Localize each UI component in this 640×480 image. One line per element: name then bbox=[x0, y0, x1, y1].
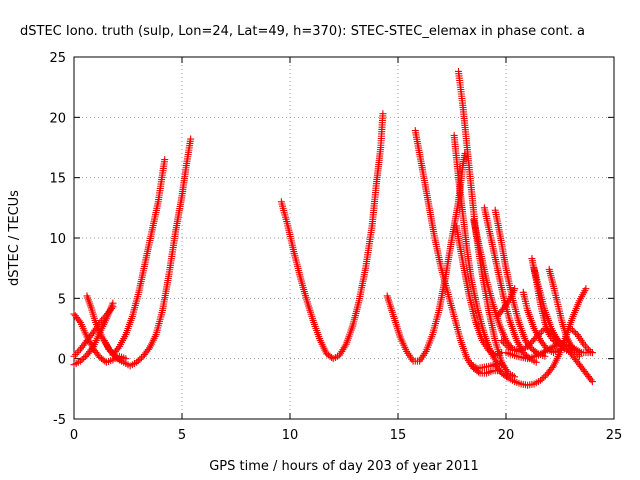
data-point bbox=[498, 337, 506, 345]
y-tick-label: 25 bbox=[49, 51, 66, 66]
data-point bbox=[72, 350, 80, 358]
data-point bbox=[538, 375, 546, 383]
x-tick-label: 20 bbox=[498, 428, 515, 443]
series-8 bbox=[411, 127, 504, 377]
data-point bbox=[570, 328, 578, 336]
data-point bbox=[95, 352, 103, 360]
chart-title: dSTEC Iono. truth (sulp, Lon=24, Lat=49,… bbox=[20, 24, 585, 39]
data-point bbox=[588, 349, 596, 357]
data-point bbox=[80, 354, 88, 362]
data-point bbox=[532, 333, 540, 341]
data-point bbox=[501, 340, 509, 348]
data-point bbox=[557, 341, 565, 349]
series-25 bbox=[467, 359, 501, 372]
data-point bbox=[161, 156, 169, 164]
data-point bbox=[88, 330, 96, 338]
series-5 bbox=[109, 156, 169, 359]
x-axis-label: GPS time / hours of day 203 of year 2011 bbox=[209, 459, 479, 474]
series-21 bbox=[562, 343, 596, 386]
data-point bbox=[548, 364, 556, 372]
data-point bbox=[505, 343, 513, 351]
series-23 bbox=[498, 325, 566, 355]
data-point bbox=[583, 344, 591, 352]
data-point bbox=[537, 376, 545, 384]
series-14 bbox=[491, 206, 549, 360]
data-point bbox=[532, 358, 540, 366]
y-tick-label: 5 bbox=[58, 292, 66, 307]
data-point bbox=[81, 353, 89, 361]
data-point bbox=[567, 325, 575, 332]
y-tick-label: 15 bbox=[49, 172, 66, 187]
data-point bbox=[503, 373, 511, 381]
series-22 bbox=[502, 339, 596, 363]
data-point bbox=[136, 355, 144, 363]
data-marks bbox=[70, 67, 596, 389]
data-point bbox=[75, 317, 83, 325]
data-point bbox=[133, 358, 141, 366]
data-point bbox=[558, 343, 566, 351]
x-tick-label: 25 bbox=[606, 428, 623, 443]
data-point bbox=[511, 285, 519, 293]
y-tick-label: 0 bbox=[58, 353, 66, 368]
data-point bbox=[134, 357, 142, 365]
data-point bbox=[503, 342, 511, 350]
data-point bbox=[114, 344, 122, 352]
data-point bbox=[109, 303, 117, 311]
series-15 bbox=[493, 285, 519, 320]
data-point bbox=[540, 373, 548, 381]
x-tick-label: 5 bbox=[178, 428, 186, 443]
data-point bbox=[534, 331, 542, 339]
data-point bbox=[588, 378, 596, 386]
data-point bbox=[568, 326, 576, 334]
data-point bbox=[582, 285, 590, 293]
y-axis-label: dSTEC / TECUs bbox=[7, 190, 22, 286]
data-point bbox=[587, 376, 595, 384]
data-point bbox=[78, 356, 86, 364]
x-tick-label: 10 bbox=[282, 428, 299, 443]
y-tick-label: 20 bbox=[49, 111, 66, 126]
y-tick-label: -5 bbox=[53, 413, 66, 428]
data-point bbox=[108, 304, 116, 312]
data-point bbox=[541, 372, 549, 380]
series-24 bbox=[567, 325, 596, 357]
data-point bbox=[73, 349, 81, 357]
data-point bbox=[531, 335, 539, 343]
data-point bbox=[138, 354, 145, 362]
data-point bbox=[548, 329, 556, 337]
series-4 bbox=[100, 135, 195, 370]
ticks bbox=[73, 56, 615, 420]
x-tick-label: 15 bbox=[390, 428, 407, 443]
data-point bbox=[537, 328, 545, 336]
series-6 bbox=[277, 110, 387, 363]
data-point bbox=[536, 330, 544, 338]
data-point bbox=[187, 135, 195, 143]
data-point bbox=[144, 345, 152, 353]
data-point bbox=[379, 110, 387, 118]
data-point bbox=[76, 357, 84, 365]
y-tick-label: 10 bbox=[49, 232, 66, 247]
data-point bbox=[88, 344, 96, 352]
series-20 bbox=[545, 265, 583, 360]
data-point bbox=[572, 329, 580, 337]
data-point bbox=[499, 306, 507, 314]
series-11 bbox=[452, 222, 506, 359]
series-9 bbox=[450, 131, 508, 370]
x-tick-label: 0 bbox=[70, 428, 78, 443]
tick-labels: 0 5 10 15 20 25 -5 0 5 10 15 20 25 bbox=[49, 51, 622, 443]
grid bbox=[74, 57, 614, 419]
data-point bbox=[499, 338, 507, 346]
data-point bbox=[493, 359, 501, 367]
series-7 bbox=[383, 150, 469, 365]
data-point bbox=[496, 367, 504, 375]
